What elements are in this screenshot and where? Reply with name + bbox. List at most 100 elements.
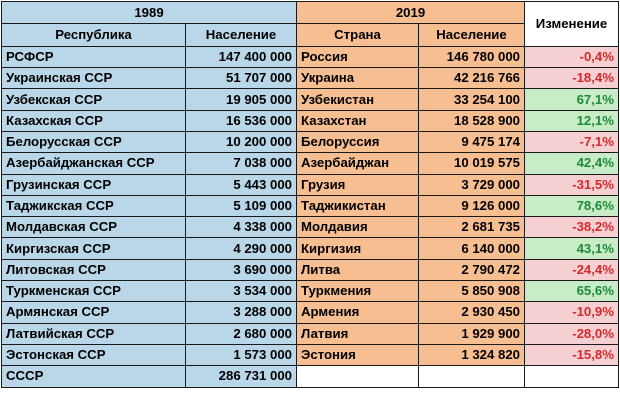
year-1989-header: 1989 (1, 0, 297, 25)
table-row: Киргизская ССР 4 290 000 Киргизия 6 140 000… (1, 237, 619, 260)
table-row: Казахская ССР 16 536 000 Казахстан 18 528 9… (1, 109, 619, 132)
country-cell: Белоруссия (296, 130, 419, 154)
total-row: СССР 286 731 000 (1, 365, 619, 388)
country-cell: Литва (296, 258, 419, 282)
country-cell: Латвия (296, 322, 419, 345)
population-1989-cell: 3 690 000 (185, 258, 297, 282)
total-empty-population-2019 (418, 365, 525, 388)
population-2019-header: Население (418, 23, 525, 47)
population-1989-cell: 5 443 000 (185, 173, 297, 196)
population-2019-cell: 5 850 908 (418, 280, 525, 303)
republic-cell: Грузинская ССР (1, 173, 186, 196)
republic-cell: Узбекская ССР (1, 88, 186, 111)
change-cell: 78,6% (524, 194, 619, 218)
republic-header: Республика (1, 23, 186, 47)
republic-cell: РСФСР (1, 45, 186, 69)
population-2019-cell: 1 324 820 (418, 343, 525, 367)
table-row: Азербайджанская ССР 7 038 000 Азербайджан 1… (1, 152, 619, 175)
country-cell: Таджикистан (296, 194, 419, 218)
population-table: 1989 2019 Изменение Республика Население… (1, 0, 619, 388)
country-cell: Молдавия (296, 216, 419, 239)
republic-cell: Литовская ССР (1, 258, 186, 282)
change-cell: -0,4% (524, 45, 619, 69)
table-row: Армянская ССР 3 288 000 Армения 2 930 450 -1… (1, 301, 619, 324)
republic-cell: Киргизская ССР (1, 237, 186, 260)
population-1989-cell: 16 536 000 (185, 109, 297, 132)
population-1989-cell: 10 200 000 (185, 130, 297, 154)
population-2019-cell: 10 019 575 (418, 152, 525, 175)
table-row: Туркменская ССР 3 534 000 Туркмения 5 850 9… (1, 280, 619, 303)
change-cell: 67,1% (524, 88, 619, 111)
table-row: Эстонская ССР 1 573 000 Эстония 1 324 820 -1… (1, 343, 619, 367)
republic-cell: Туркменская ССР (1, 280, 186, 303)
change-cell: -18,4% (524, 67, 619, 90)
population-2019-cell: 3 729 000 (418, 173, 525, 196)
population-2019-cell: 33 254 100 (418, 88, 525, 111)
country-cell: Казахстан (296, 109, 419, 132)
table-row: Литовская ССР 3 690 000 Литва 2 790 472 -24,… (1, 258, 619, 282)
population-2019-cell: 9 475 174 (418, 130, 525, 154)
population-1989-cell: 5 109 000 (185, 194, 297, 218)
population-2019-cell: 42 216 766 (418, 67, 525, 90)
population-2019-cell: 18 528 900 (418, 109, 525, 132)
table-row: РСФСР 147 400 000 Россия 146 780 000 -0,4% (1, 45, 619, 69)
country-cell: Грузия (296, 173, 419, 196)
change-cell: -28,0% (524, 322, 619, 345)
total-empty-change (524, 365, 619, 388)
country-cell: Армения (296, 301, 419, 324)
population-1989-cell: 2 680 000 (185, 322, 297, 345)
population-1989-cell: 1 573 000 (185, 343, 297, 367)
population-2019-cell: 146 780 000 (418, 45, 525, 69)
table-row: Грузинская ССР 5 443 000 Грузия 3 729 000 -3… (1, 173, 619, 196)
country-cell: Узбекистан (296, 88, 419, 111)
population-1989-cell: 51 707 000 (185, 67, 297, 90)
population-1989-cell: 3 288 000 (185, 301, 297, 324)
republic-cell: Латвийская ССР (1, 322, 186, 345)
table-row: Узбекская ССР 19 905 000 Узбекистан 33 254 … (1, 88, 619, 111)
republic-cell: Белорусская ССР (1, 130, 186, 154)
table-row: Латвийская ССР 2 680 000 Латвия 1 929 900 -2… (1, 322, 619, 345)
population-1989-cell: 4 338 000 (185, 216, 297, 239)
population-1989-cell: 19 905 000 (185, 88, 297, 111)
population-1989-cell: 4 290 000 (185, 237, 297, 260)
change-cell: -7,1% (524, 130, 619, 154)
table-row: Белорусская ССР 10 200 000 Белоруссия 9 475… (1, 130, 619, 154)
change-cell: 12,1% (524, 109, 619, 132)
total-population-1989: 286 731 000 (185, 365, 297, 388)
republic-cell: Армянская ССР (1, 301, 186, 324)
republic-cell: Таджикская ССР (1, 194, 186, 218)
country-header: Страна (296, 23, 419, 47)
population-2019-cell: 2 930 450 (418, 301, 525, 324)
population-1989-header: Население (185, 23, 297, 47)
table-body: РСФСР 147 400 000 Россия 146 780 000 -0,4% Ук… (1, 45, 619, 367)
change-cell: 43,1% (524, 237, 619, 260)
total-empty-country (296, 365, 419, 388)
change-cell: 42,4% (524, 152, 619, 175)
republic-cell: Молдавская ССР (1, 216, 186, 239)
population-1989-cell: 3 534 000 (185, 280, 297, 303)
change-cell: -15,8% (524, 343, 619, 367)
change-cell: -38,2% (524, 216, 619, 239)
change-cell: -10,9% (524, 301, 619, 324)
republic-cell: Азербайджанская ССР (1, 152, 186, 175)
population-1989-cell: 7 038 000 (185, 152, 297, 175)
country-cell: Украина (296, 67, 419, 90)
population-2019-cell: 9 126 000 (418, 194, 525, 218)
table-row: Таджикская ССР 5 109 000 Таджикистан 9 126 … (1, 194, 619, 218)
country-cell: Киргизия (296, 237, 419, 260)
total-label: СССР (1, 365, 186, 388)
population-2019-cell: 2 681 735 (418, 216, 525, 239)
republic-cell: Эстонская ССР (1, 343, 186, 367)
change-cell: -31,5% (524, 173, 619, 196)
republic-cell: Украинская ССР (1, 67, 186, 90)
table-row: Украинская ССР 51 707 000 Украина 42 216 76… (1, 67, 619, 90)
country-cell: Россия (296, 45, 419, 69)
year-2019-header: 2019 (296, 0, 525, 25)
population-2019-cell: 1 929 900 (418, 322, 525, 345)
change-cell: -24,4% (524, 258, 619, 282)
country-cell: Азербайджан (296, 152, 419, 175)
change-header: Изменение (524, 1, 619, 47)
country-cell: Туркмения (296, 280, 419, 303)
republic-cell: Казахская ССР (1, 109, 186, 132)
table-row: Молдавская ССР 4 338 000 Молдавия 2 681 735… (1, 216, 619, 239)
